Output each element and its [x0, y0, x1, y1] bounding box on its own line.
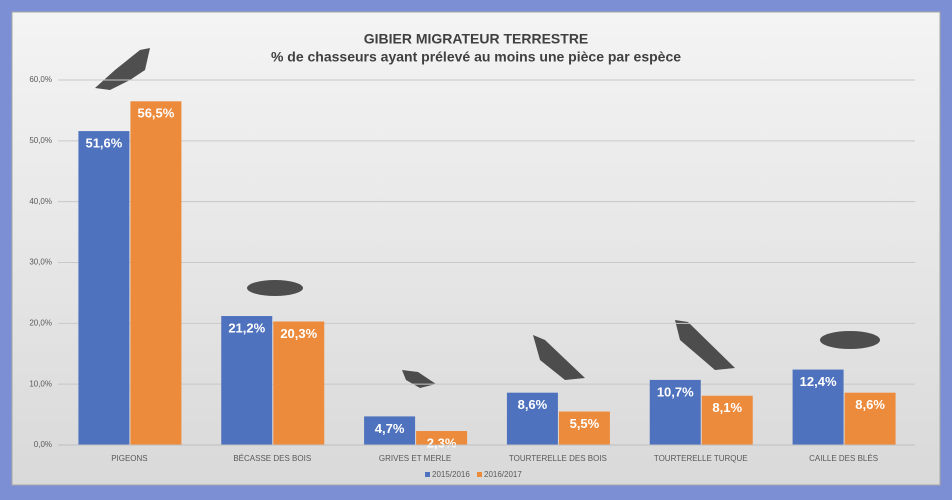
y-tick-label: 60,0%: [29, 75, 52, 84]
chart-subtitle: % de chasseurs ayant prélevé au moins un…: [271, 49, 681, 65]
legend-swatch: [477, 472, 482, 477]
legend-swatch: [425, 472, 430, 477]
value-label: 8,6%: [518, 397, 548, 412]
value-label: 10,7%: [657, 384, 694, 399]
value-label: 5,5%: [570, 416, 600, 431]
y-tick-label: 10,0%: [29, 379, 52, 388]
bar: [78, 131, 129, 445]
x-tick-label: BÉCASSE DES BOIS: [233, 454, 311, 463]
value-label: 56,5%: [137, 106, 174, 121]
bird-icon: [247, 280, 303, 296]
value-label: 21,2%: [228, 320, 265, 335]
chart-title: GIBIER MIGRATEUR TERRESTRE: [364, 31, 589, 47]
legend-label: 2015/2016: [432, 470, 470, 479]
value-label: 12,4%: [800, 374, 837, 389]
x-tick-label: PIGEONS: [111, 454, 147, 463]
value-label: 20,3%: [280, 326, 317, 341]
y-tick-label: 50,0%: [29, 136, 52, 145]
value-label: 51,6%: [85, 136, 122, 151]
value-label: 4,7%: [375, 421, 405, 436]
value-label: 2,3%: [427, 435, 457, 450]
x-tick-label: TOURTERELLE DES BOIS: [509, 454, 607, 463]
legend-label: 2016/2017: [484, 470, 522, 479]
bird-icon: [820, 331, 880, 349]
bar: [130, 101, 181, 445]
y-tick-label: 0,0%: [34, 440, 52, 449]
x-tick-label: GRIVES ET MERLE: [379, 454, 451, 463]
y-tick-label: 40,0%: [29, 197, 52, 206]
value-label: 8,1%: [712, 400, 742, 415]
page: {"chart_data": {"type": "bar", "title": …: [0, 0, 952, 495]
value-label: 8,6%: [855, 397, 885, 412]
x-tick-label: TOURTERELLE TURQUE: [654, 454, 748, 463]
x-tick-label: CAILLE DES BLÉS: [809, 454, 878, 463]
y-tick-label: 20,0%: [29, 318, 52, 327]
y-tick-label: 30,0%: [29, 258, 52, 267]
chart: GIBIER MIGRATEUR TERRESTRE % de chasseur…: [0, 0, 952, 495]
